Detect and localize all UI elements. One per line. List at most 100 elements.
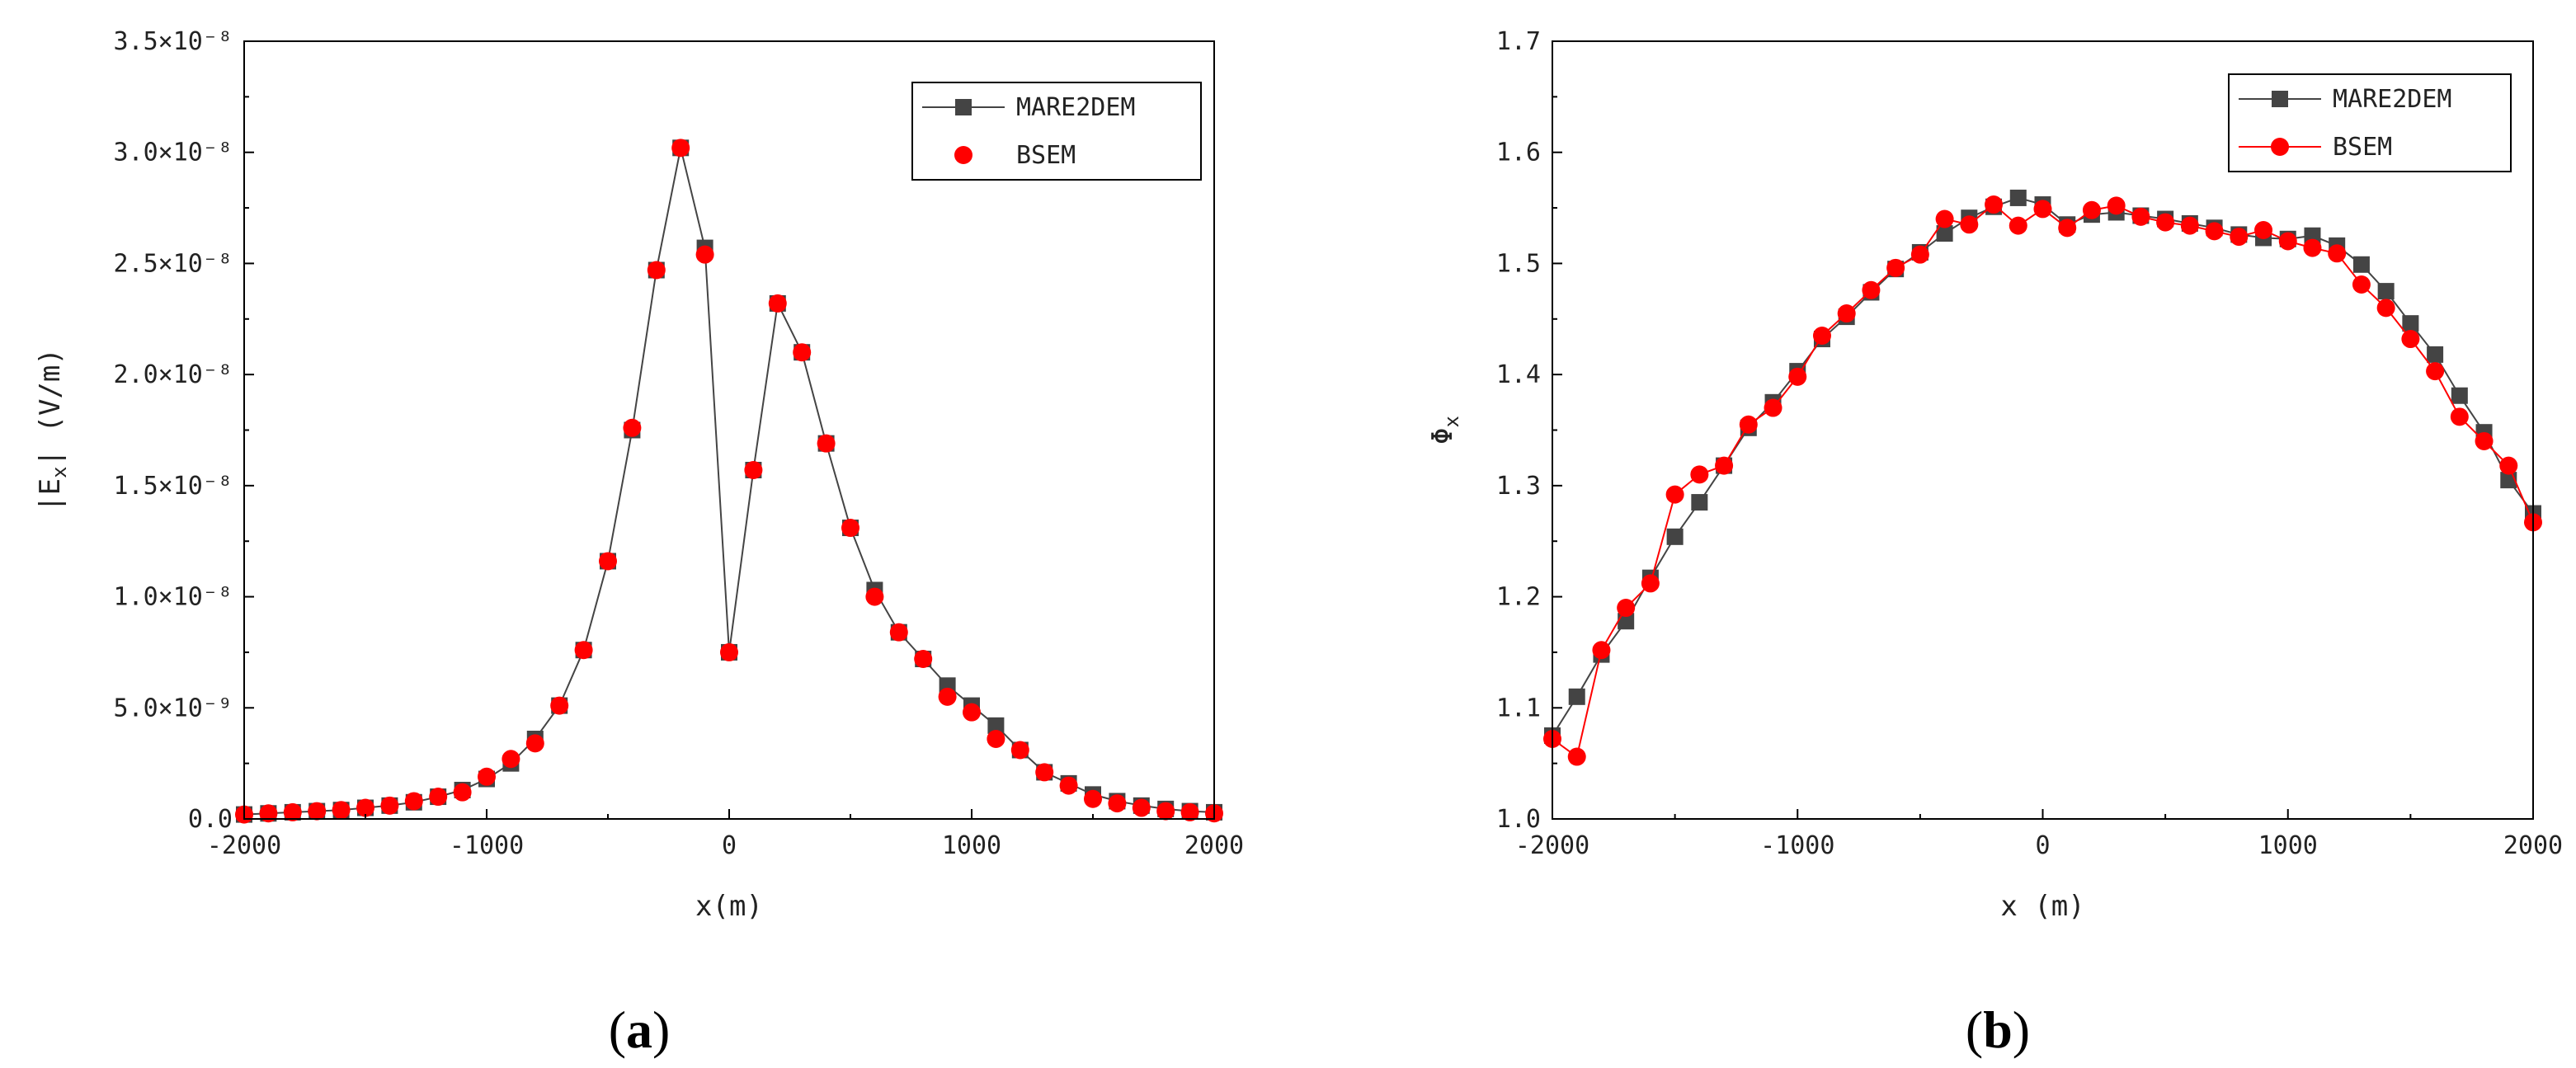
data-point-bsem [1690,465,1709,484]
data-point-bsem [502,750,520,769]
data-point-bsem [1960,215,1979,234]
data-point-bsem [671,139,690,158]
data-point-bsem [2475,431,2494,450]
panel-b-plot-area [1543,189,2542,766]
panel-a-label: (a) [609,1000,671,1059]
data-point-bsem [1641,574,1660,593]
panel-a-y-ticks: 0.0 5.0×10⁻⁹ 1.0×10⁻⁸ 1.5×10⁻⁸ 2.0×10⁻⁸ 2.5×1… [114,27,254,834]
data-point-bsem [623,418,642,437]
y-tick-label: 1.3 [1496,472,1541,501]
legend-marker-square [955,99,972,115]
data-point-bsem [647,261,666,280]
data-point-bsem [1665,485,1684,504]
data-point-bsem [478,767,496,786]
data-point-bsem [2058,219,2077,238]
data-point-bsem [1812,326,1831,345]
legend-marker-circle [2271,138,2289,156]
data-point-bsem [2131,207,2150,226]
data-point-bsem [1567,747,1586,766]
x-tick-label: 1000 [942,831,1001,860]
y-tick-label: 5.0×10⁻⁹ [114,694,233,722]
data-point-bsem [720,642,738,661]
data-point-bsem [308,802,327,821]
data-point-mare2dem [2377,283,2395,300]
data-point-mare2dem [1666,528,1684,545]
data-point-bsem [1108,794,1127,813]
data-point-bsem [2180,216,2199,235]
data-point-bsem [817,434,836,453]
y-tick-label: 3.0×10⁻⁸ [114,139,233,167]
data-point-bsem [695,245,714,264]
data-point-mare2dem [2352,256,2370,273]
panel-b-chart: -2000 -1000 0 1000 2000 1.01.11.21.31.41.51.… [1426,27,2563,1059]
data-point-bsem [889,623,908,642]
data-point-bsem [1837,304,1856,323]
y-tick-label: 1.0×10⁻⁸ [114,583,233,612]
data-point-bsem [841,519,859,538]
data-point-bsem [938,687,957,706]
data-point-mare2dem [1568,688,1585,705]
data-point-bsem [2352,275,2371,294]
data-point-bsem [1739,415,1758,434]
panel-b-y-label: Φx [1426,416,1463,445]
legend-label: MARE2DEM [1016,93,1136,122]
data-point-bsem [793,343,812,362]
data-point-bsem [2156,213,2175,232]
legend-label: BSEM [2333,133,2392,162]
x-tick-label: -2000 [207,831,281,860]
data-point-mare2dem [2009,189,2027,206]
data-point-bsem [1617,599,1636,618]
data-point-bsem [2278,232,2297,251]
data-point-bsem [332,801,351,820]
panel-a-chart: -2000 -1000 0 1000 2000 0.0 5.0×10⁻⁹ 1.0×10⁻⁸ 1… [34,27,1244,1059]
data-point-bsem [1156,802,1175,821]
legend-marker-square [2272,91,2288,107]
legend-label: BSEM [1016,141,1076,170]
data-point-bsem [987,730,1005,749]
data-point-bsem [550,696,569,715]
x-tick-label: -1000 [1760,831,1834,860]
x-tick-label: 0 [722,831,737,860]
y-tick-label: 1.5 [1496,249,1541,278]
x-tick-label: 1000 [2258,831,2318,860]
data-point-bsem [1010,741,1029,760]
data-point-bsem [574,641,593,660]
y-tick-label: 0.0 [188,805,233,834]
data-point-bsem [914,650,933,669]
data-point-mare2dem [1936,225,1953,242]
data-point-mare2dem [1691,494,1708,511]
panel-b-x-label: x (m) [2000,890,2084,923]
data-point-bsem [404,792,423,811]
data-point-mare2dem [987,717,1005,734]
data-point-bsem [1084,789,1102,808]
data-point-bsem [1592,641,1611,660]
panel-a-legend: MARE2DEM BSEM [911,82,1202,181]
panel-b-x-ticks: -2000 -1000 0 1000 2000 [1515,809,2563,860]
x-tick-label: 2000 [1184,831,1244,860]
panel-b-y-ticks: 1.0 1.1 1.2 1.3 1.4 1.5 1.6 1.7 [1496,27,1562,834]
y-tick-label: 1.4 [1496,360,1541,389]
data-point-bsem [768,294,787,313]
data-point-bsem [1862,280,1881,299]
data-point-bsem [380,796,399,815]
data-point-mare2dem [2304,227,2321,244]
data-point-bsem [1059,776,1078,795]
data-point-bsem [744,460,763,479]
data-point-bsem [2009,216,2027,235]
data-point-bsem [2230,228,2249,247]
x-tick-label: 2000 [2503,831,2563,860]
panel-a-y-label: |Ex| (V/m) [34,348,71,512]
data-point-bsem [2328,244,2347,263]
data-point-bsem [1764,398,1782,417]
y-tick-label: 2.5×10⁻⁸ [114,249,233,278]
data-point-bsem [2450,407,2469,426]
data-point-bsem [2499,456,2518,475]
data-point-bsem [963,703,981,722]
data-point-bsem [2376,299,2395,318]
data-point-bsem [2033,200,2052,219]
y-tick-label: 1.2 [1496,583,1541,612]
data-point-mare2dem [1618,613,1635,630]
legend-marker-circle [954,146,972,164]
data-point-bsem [429,788,448,807]
data-point-bsem [453,783,472,802]
